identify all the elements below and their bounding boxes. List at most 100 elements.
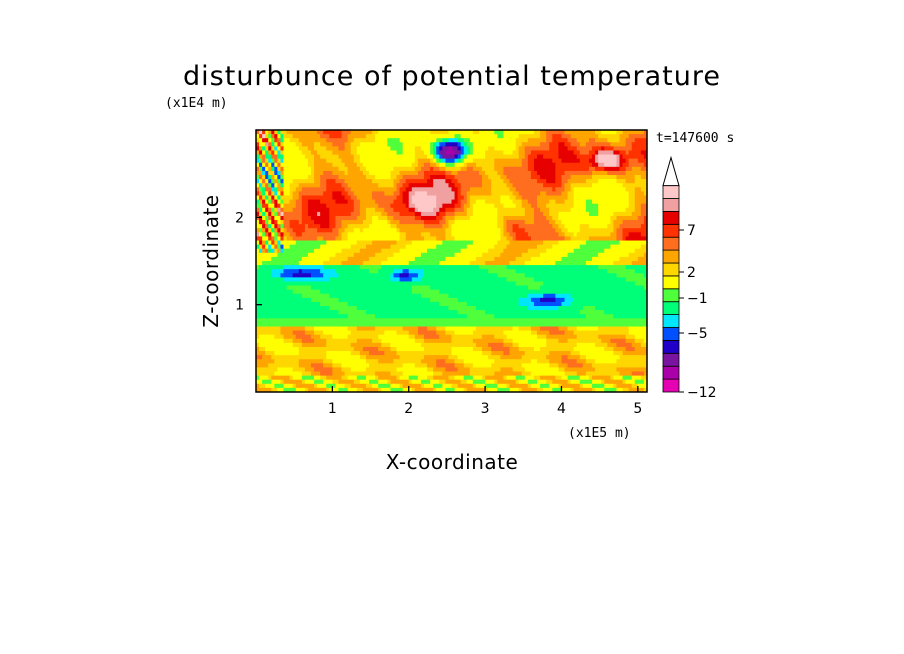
contour-cell <box>607 252 611 258</box>
contour-cell <box>411 150 416 156</box>
contour-cell <box>503 170 508 176</box>
contour-cell <box>405 191 410 197</box>
contour-cell <box>512 158 517 164</box>
contour-cell <box>310 150 315 156</box>
contour-cell <box>506 179 511 184</box>
contour-cell <box>405 285 410 291</box>
contour-cell <box>424 244 428 250</box>
contour-cell <box>369 285 373 291</box>
contour-cell <box>326 215 330 221</box>
contour-cell <box>616 199 621 205</box>
contour-cell <box>436 220 440 225</box>
contour-cell <box>463 240 468 246</box>
contour-cell <box>515 248 520 254</box>
contour-cell <box>613 199 618 205</box>
contour-cell <box>604 248 608 254</box>
contour-cell <box>558 183 563 188</box>
contour-cell <box>314 228 318 233</box>
contour-cell <box>262 244 266 250</box>
contour-cell <box>613 179 618 184</box>
contour-cell <box>478 240 483 246</box>
contour-cell <box>326 191 330 197</box>
contour-cell <box>595 199 599 205</box>
contour-cell <box>640 273 645 278</box>
contour-cell <box>491 170 495 176</box>
contour-cell <box>475 195 480 201</box>
contour-cell <box>552 261 556 266</box>
contour-cell <box>524 232 529 238</box>
contour-cell <box>466 142 471 147</box>
contour-cell <box>619 158 624 164</box>
contour-cell <box>619 187 624 192</box>
contour-cell <box>570 211 575 217</box>
contour-cell <box>359 158 364 164</box>
contour-cell <box>524 211 529 217</box>
contour-cell <box>338 146 343 152</box>
contour-cell <box>390 146 395 152</box>
contour-cell <box>488 150 492 156</box>
contour-cell <box>289 285 294 291</box>
contour-cell <box>439 256 443 262</box>
contour-cell <box>301 220 306 225</box>
contour-cell <box>402 236 407 242</box>
contour-cell <box>475 269 480 274</box>
contour-cell <box>625 170 630 176</box>
contour-cell <box>408 175 413 180</box>
contour-cell <box>598 130 602 135</box>
contour-cell <box>433 142 437 147</box>
contour-cell <box>280 215 285 221</box>
contour-cell <box>576 269 581 274</box>
contour-cell <box>576 203 581 209</box>
contour-cell <box>573 224 578 229</box>
contour-cell <box>362 281 367 287</box>
contour-cell <box>527 203 532 209</box>
contour-cell <box>399 191 404 197</box>
contour-cell <box>433 277 437 283</box>
contour-cell <box>420 244 425 250</box>
contour-cell <box>469 207 474 213</box>
contour-cell <box>317 232 321 238</box>
contour-cell <box>588 199 593 205</box>
contour-cell <box>265 248 269 254</box>
contour-cell <box>347 134 352 139</box>
contour-cell <box>289 130 294 135</box>
contour-cell <box>546 199 550 205</box>
contour-cell <box>625 142 630 147</box>
contour-cell <box>323 162 327 168</box>
contour-cell <box>262 162 266 168</box>
contour-cell <box>637 228 642 233</box>
contour-cell <box>411 240 416 246</box>
contour-cell <box>546 220 550 225</box>
contour-cell <box>271 252 275 258</box>
contour-cell <box>497 285 501 291</box>
contour-cell <box>314 232 318 238</box>
contour-cell <box>414 203 419 209</box>
contour-cell <box>341 207 346 213</box>
contour-cell <box>265 256 269 262</box>
contour-cell <box>417 256 422 262</box>
contour-cell <box>488 183 492 188</box>
contour-cell <box>268 285 272 291</box>
contour-cell <box>350 166 355 172</box>
contour-cell <box>405 175 410 180</box>
contour-cell <box>362 228 367 233</box>
contour-cell <box>503 179 508 184</box>
contour-cell <box>592 142 596 147</box>
contour-cell <box>390 240 395 246</box>
contour-cell <box>344 191 349 197</box>
contour-cell <box>289 236 294 242</box>
contour-cell <box>478 199 483 205</box>
contour-cell <box>310 240 315 246</box>
contour-cell <box>549 146 553 152</box>
contour-cell <box>280 130 285 135</box>
contour-cell <box>329 252 333 258</box>
contour-cell <box>457 175 462 180</box>
contour-cell <box>485 150 489 156</box>
contour-cell <box>356 256 361 262</box>
contour-cell <box>570 232 575 238</box>
contour-cell <box>472 285 477 291</box>
contour-cell <box>494 232 498 238</box>
contour-cell <box>555 248 560 254</box>
contour-cell <box>283 228 288 233</box>
contour-cell <box>347 281 352 287</box>
